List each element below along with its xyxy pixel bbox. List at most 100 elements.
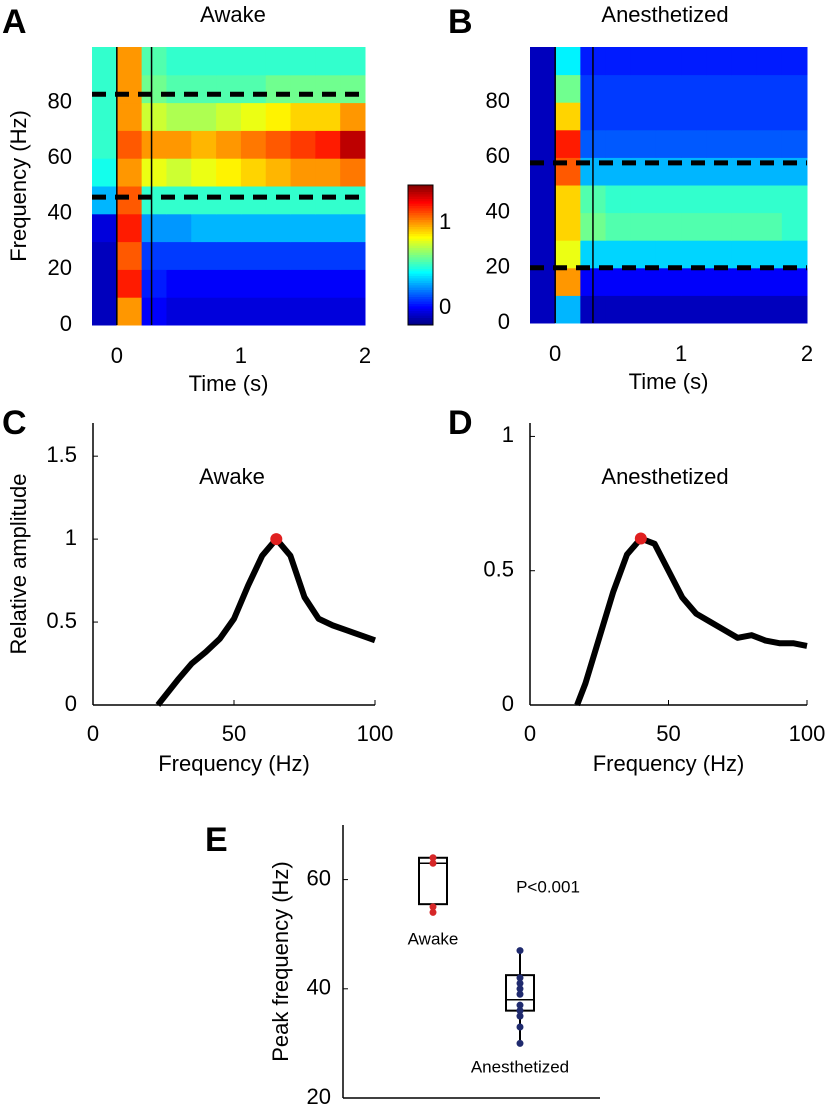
colorbar-step bbox=[408, 238, 433, 242]
heatmap-cell bbox=[240, 186, 267, 215]
heatmap-cell bbox=[191, 158, 217, 187]
heatmap-cell bbox=[630, 267, 657, 296]
heatmap-cell bbox=[116, 158, 143, 187]
data-point bbox=[516, 990, 524, 998]
colorbar-step bbox=[408, 308, 433, 312]
colorbar-step bbox=[408, 227, 433, 230]
heatmap-cell bbox=[141, 47, 167, 76]
x-tick-label: 2 bbox=[359, 343, 371, 368]
heatmap-cell bbox=[681, 185, 707, 214]
heatmap-cell bbox=[240, 269, 267, 298]
x-tick-label: 0 bbox=[87, 721, 99, 746]
heatmap-cell bbox=[315, 158, 341, 187]
heatmap-cell bbox=[315, 241, 341, 270]
y-axis-label: Peak frequency (Hz) bbox=[268, 861, 293, 1062]
data-point bbox=[429, 859, 437, 867]
heatmap-cell bbox=[530, 185, 556, 214]
heatmap-cell bbox=[315, 213, 341, 243]
colorbar-step bbox=[408, 189, 433, 193]
colorbar-step bbox=[408, 320, 433, 324]
data-point bbox=[429, 903, 437, 911]
peak-marker bbox=[634, 532, 647, 545]
colorbar-step bbox=[408, 285, 433, 289]
colorbar-step bbox=[408, 250, 433, 254]
heatmap-cell bbox=[216, 130, 242, 159]
heatmap-cell bbox=[731, 267, 758, 296]
heatmap-cell bbox=[116, 47, 143, 76]
heatmap-cell bbox=[681, 240, 707, 269]
colorbar-step bbox=[408, 245, 433, 249]
heatmap-cell bbox=[781, 212, 808, 241]
heatmap-cell bbox=[731, 102, 758, 131]
heatmap-cell bbox=[756, 295, 783, 324]
heatmap-cell bbox=[191, 186, 217, 215]
heatmap-cell bbox=[756, 74, 783, 103]
heatmap-cell bbox=[265, 241, 292, 270]
panel-letter: D bbox=[448, 404, 473, 442]
data-point bbox=[429, 854, 437, 862]
heatmap-cell bbox=[681, 295, 707, 324]
heatmap-cell bbox=[92, 74, 118, 104]
heatmap-cell bbox=[166, 297, 192, 326]
data-point bbox=[516, 1023, 524, 1031]
heatmap-cell bbox=[191, 130, 217, 159]
x-tick-label: 50 bbox=[222, 721, 246, 746]
heatmap-cell bbox=[555, 295, 581, 324]
y-tick-label: 0 bbox=[498, 309, 510, 334]
y-tick-label: 0.5 bbox=[483, 557, 514, 582]
heatmap-cell bbox=[530, 74, 556, 103]
y-tick-label: 40 bbox=[48, 200, 72, 225]
data-point bbox=[429, 908, 437, 916]
amplitude-curve bbox=[574, 535, 808, 707]
heatmap-cell bbox=[290, 158, 316, 187]
colorbar-step bbox=[408, 185, 433, 188]
heatmap-cell bbox=[141, 213, 167, 243]
y-tick-label: 0.5 bbox=[46, 608, 77, 633]
colorbar-step bbox=[408, 196, 433, 200]
colorbar-step bbox=[408, 236, 433, 240]
heatmap-cell bbox=[191, 47, 217, 76]
heatmap-cell bbox=[315, 269, 341, 298]
heatmap-cell bbox=[290, 297, 316, 326]
colorbar-step bbox=[408, 241, 433, 244]
heatmap-cell bbox=[706, 129, 732, 158]
heatmap-cell bbox=[340, 102, 366, 131]
heatmap-cell bbox=[530, 47, 556, 76]
data-point bbox=[516, 1001, 524, 1009]
heatmap-cell bbox=[756, 240, 783, 269]
heatmap-cell bbox=[681, 129, 707, 158]
panel-title: Anesthetized bbox=[601, 464, 728, 489]
heatmap-cell bbox=[290, 102, 316, 131]
heatmap-cell bbox=[555, 74, 581, 103]
heatmap-cell bbox=[216, 47, 242, 76]
heatmap-cell bbox=[92, 297, 118, 326]
colorbar-step bbox=[408, 229, 433, 233]
y-tick-label: 80 bbox=[486, 88, 510, 113]
heatmap-cell bbox=[191, 297, 217, 326]
heatmap-cell bbox=[605, 295, 632, 324]
heatmap-cell bbox=[315, 297, 341, 326]
heatmap-cell bbox=[731, 185, 758, 214]
heatmap-cell bbox=[116, 269, 143, 298]
heatmap-cell bbox=[92, 102, 118, 131]
heatmap-cell bbox=[191, 213, 217, 243]
heatmap-cell bbox=[216, 158, 242, 187]
heatmap-cell bbox=[166, 241, 192, 270]
colorbar-step bbox=[408, 262, 433, 265]
heatmap-cell bbox=[731, 240, 758, 269]
box-label: Anesthetized bbox=[471, 1057, 569, 1076]
panel-letter: A bbox=[2, 3, 27, 41]
heatmap-cell bbox=[141, 158, 167, 187]
heatmap-cell bbox=[116, 297, 143, 326]
amplitude-curve bbox=[155, 536, 376, 707]
heatmap-cell bbox=[706, 74, 732, 103]
heatmap-cell bbox=[191, 241, 217, 270]
heatmap-cell bbox=[655, 240, 682, 269]
x-tick-label: 0 bbox=[111, 343, 123, 368]
heatmap-cell bbox=[265, 102, 292, 131]
colorbar-step bbox=[408, 243, 433, 247]
heatmap-cell bbox=[681, 267, 707, 296]
heatmap-cell bbox=[265, 269, 292, 298]
heatmap-cell bbox=[605, 102, 632, 131]
